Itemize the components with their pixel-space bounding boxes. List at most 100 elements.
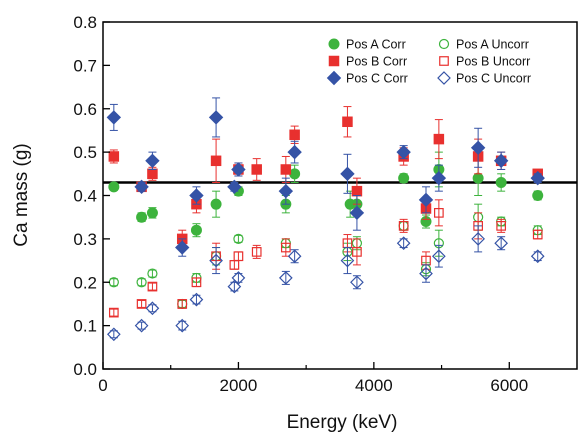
pos-c-corr-point (106, 110, 122, 125)
y-tick-label: 0.3 (73, 230, 97, 249)
pos-c-uncorr-point (278, 271, 293, 285)
y-tick-label: 0.8 (73, 13, 97, 32)
pos-c-corr-point (396, 144, 411, 160)
pos-a-uncorr-point (147, 268, 158, 279)
pos-c-corr-point (530, 170, 545, 186)
pos-c-uncorr-point (175, 318, 190, 333)
pos-b-corr-point (433, 133, 445, 145)
pos-a-corr-point (495, 176, 507, 188)
x-tick-label: 6000 (490, 376, 528, 395)
pos-c-corr-point (340, 166, 355, 182)
pos-c-uncorr-point (530, 249, 545, 264)
y-tick-label: 0.7 (73, 56, 97, 75)
pos-a-corr-point (210, 198, 222, 210)
pos-a-corr-point (136, 211, 148, 223)
pos-c-corr-point (278, 183, 294, 199)
pos-b-uncorr-point (191, 277, 202, 288)
pos-b-uncorr-point (496, 221, 507, 231)
pos-b-uncorr-point (233, 251, 244, 262)
axes: 0 2000 4000 6000 0.0 0.1 0.2 0.3 0.4 0.5 0.6 0.7 0.8 (73, 13, 578, 395)
pos-c-uncorr-point (340, 253, 355, 268)
pos-c-corr-point (231, 162, 246, 177)
pos-b-uncorr-point (136, 299, 147, 309)
pos-a-corr-point (532, 190, 544, 201)
legend-label-pos-b-corr: Pos B Corr (346, 55, 407, 69)
pos-c-uncorr-point (231, 271, 246, 285)
y-tick-label: 0.6 (73, 100, 97, 119)
pos-a-corr-point (108, 181, 120, 193)
pos-b-corr-point (280, 164, 292, 175)
y-tick-label: 0.1 (73, 317, 97, 336)
legend-label-pos-c-corr: Pos C Corr (346, 72, 408, 86)
pos-a-corr-point (398, 172, 410, 184)
pos-c-uncorr-point (209, 253, 223, 268)
y-tick-label: 0.4 (73, 187, 97, 206)
y-tick-label: 0.0 (73, 360, 97, 379)
plot-area (103, 97, 577, 342)
pos-c-uncorr-point (432, 249, 446, 264)
legend-label-pos-b-uncorr: Pos B Uncorr (456, 55, 530, 69)
pos-b-uncorr-point (108, 307, 119, 318)
legend-label-pos-a-corr: Pos A Corr (346, 38, 406, 52)
pos-c-corr-point (208, 110, 224, 125)
legend-label-pos-c-uncorr: Pos C Uncorr (456, 72, 531, 86)
legend-label-pos-a-uncorr: Pos A Uncorr (456, 38, 529, 52)
pos-b-uncorr-point (251, 247, 262, 257)
pos-c-corr-point (349, 205, 365, 221)
pos-c-corr-point (145, 153, 160, 169)
legend-marker-pos-b-corr (328, 55, 340, 67)
y-axis-title: Ca mass (g) (11, 143, 32, 246)
x-axis-title: Energy (keV) (287, 412, 398, 433)
legend-marker-pos-c-corr (326, 70, 342, 86)
pos-a-corr-point (289, 168, 301, 180)
pos-b-corr-point (289, 129, 300, 141)
pos-c-uncorr-point (106, 327, 121, 342)
pos-c-corr-point (493, 153, 509, 169)
pos-c-uncorr-point (350, 275, 364, 290)
y-tick-label: 0.2 (73, 273, 97, 292)
y-tick-label: 0.5 (73, 143, 97, 162)
pos-b-corr-point (351, 185, 363, 197)
pos-c-uncorr-point (471, 232, 485, 246)
pos-b-uncorr-point (177, 299, 188, 309)
legend-marker-pos-b-uncorr (439, 56, 449, 66)
pos-c-corr-point (418, 192, 434, 208)
pos-b-uncorr-point (434, 208, 444, 218)
pos-b-uncorr-point (532, 229, 543, 240)
pos-c-uncorr-point (419, 266, 433, 281)
pos-b-corr-point (147, 168, 158, 180)
pos-a-uncorr-point (136, 277, 147, 288)
pos-b-corr-point (251, 164, 262, 175)
pos-a-uncorr-point (233, 233, 244, 244)
pos-c-uncorr-point (494, 236, 509, 251)
pos-c-corr-point (227, 179, 242, 195)
legend-marker-pos-a-corr (328, 38, 340, 50)
pos-c-uncorr-point (134, 318, 149, 333)
pos-b-corr-point (210, 155, 222, 167)
pos-c-corr-point (287, 144, 302, 160)
pos-b-uncorr-point (352, 247, 362, 257)
pos-c-uncorr-point (287, 249, 302, 264)
pos-c-corr-point (431, 170, 447, 186)
pos-c-corr-point (134, 179, 149, 195)
legend: Pos A Corr Pos B Corr Pos C Corr Pos A Unco… (326, 38, 531, 86)
pos-b-uncorr-point (398, 221, 409, 231)
pos-b-corr-point (108, 151, 120, 162)
pos-c-corr-point (189, 188, 204, 203)
pos-b-uncorr-point (147, 281, 158, 292)
x-tick-label: 0 (98, 376, 107, 395)
x-tick-label: 2000 (220, 376, 258, 395)
pos-c-uncorr-point (145, 301, 160, 316)
legend-marker-pos-c-uncorr (437, 71, 451, 85)
pos-a-corr-point (472, 172, 484, 184)
pos-c-corr-point (175, 240, 190, 255)
pos-c-uncorr-point (189, 292, 204, 307)
legend-marker-pos-a-uncorr (438, 38, 450, 50)
x-tick-label: 4000 (355, 376, 393, 395)
pos-b-uncorr-point (280, 242, 291, 253)
pos-c-uncorr-point (396, 236, 411, 251)
pos-a-corr-point (146, 207, 158, 219)
pos-b-corr-point (342, 116, 353, 128)
